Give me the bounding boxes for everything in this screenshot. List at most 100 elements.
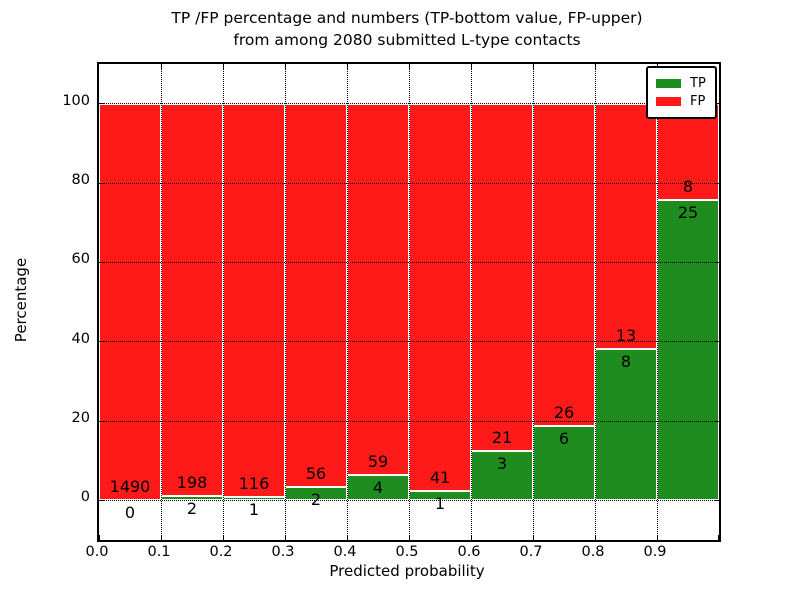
y-tick-label-80: 80 [71, 172, 90, 188]
y-tick-left [99, 499, 104, 501]
x-tick-label-0.5: 0.5 [395, 544, 419, 560]
x-tick-bottom [533, 535, 534, 540]
x-tick-label-0.7: 0.7 [519, 544, 543, 560]
gridline-x-0.5 [408, 64, 410, 540]
x-tick-top [533, 64, 534, 69]
x-tick-bottom [285, 535, 286, 540]
y-tick-label-40: 40 [71, 330, 90, 347]
y-tick-label-100: 100 [62, 92, 90, 109]
gridline-y-0 [99, 499, 719, 501]
fp-count-label-0.5: 41 [429, 467, 451, 487]
bar-fp-0.1 [161, 103, 223, 497]
gridline-y-40 [99, 341, 719, 343]
y-tick-right [714, 420, 719, 422]
chart-title-line2: from among 2080 submitted L-type contact… [233, 31, 581, 49]
fp-count-label-0.3: 56 [305, 463, 327, 483]
x-tick-label-0.3: 0.3 [271, 544, 295, 560]
tp-count-label-0.6: 3 [496, 453, 508, 473]
bar-tp-0.8 [595, 349, 657, 501]
x-tick-top [409, 64, 410, 69]
fp-count-label-0.4: 59 [367, 452, 389, 472]
y-axis-label: Percentage [12, 257, 30, 343]
x-axis-label: Predicted probability [329, 562, 485, 580]
chart-title-line1: TP /FP percentage and numbers (TP-bottom… [171, 9, 643, 27]
x-tick-bottom [595, 535, 596, 540]
tp-count-label-0.0: 0 [124, 503, 136, 523]
bar-fp-0.8 [595, 103, 657, 350]
fp-count-label-0.9: 8 [682, 176, 694, 196]
x-tick-bottom [657, 535, 658, 540]
x-tick-top [285, 64, 286, 69]
y-tick-right [714, 261, 719, 263]
gridline-x-0.4 [346, 64, 348, 540]
bar-tp-0.9 [657, 199, 719, 501]
x-tick-bottom [223, 535, 224, 540]
x-tick-top [347, 64, 348, 69]
bar-fp-0.2 [223, 103, 285, 497]
x-tick-label-0.6: 0.6 [457, 544, 481, 560]
bar-tp-0.6 [471, 450, 533, 501]
chart-title: TP /FP percentage and numbers (TP-bottom… [97, 7, 717, 51]
x-tick-bottom [99, 535, 100, 540]
x-tick-label-0.1: 0.1 [147, 544, 171, 560]
gridline-y-20 [99, 420, 719, 422]
fp-count-label-0.0: 1490 [109, 477, 151, 497]
y-tick-label-20: 20 [71, 410, 90, 426]
fp-count-label-0.8: 13 [615, 326, 637, 346]
gridline-x-0.3 [284, 64, 286, 540]
legend-label-fp: FP [690, 94, 706, 109]
tp-count-label-0.9: 25 [677, 202, 699, 222]
bar-fp-0.4 [347, 103, 409, 476]
y-tick-left [99, 182, 104, 184]
y-tick-left [99, 261, 104, 263]
legend-swatch-tp-icon [656, 79, 681, 88]
plot-area: 1490 0 198 2 116 1 56 2 59 4 41 1 21 3 26 6 13 8 8 25 [97, 62, 721, 542]
x-tick-bottom [718, 535, 719, 540]
tp-count-label-0.8: 8 [620, 352, 632, 372]
x-tick-label-0.4: 0.4 [333, 544, 357, 560]
legend-swatch-fp-icon [656, 97, 681, 106]
tp-count-label-0.1: 2 [186, 499, 198, 519]
y-tick-label-60: 60 [71, 251, 90, 268]
x-tick-bottom [471, 535, 472, 540]
gridline-x-0.7 [532, 64, 534, 540]
x-tick-label-0.2: 0.2 [209, 544, 233, 560]
gridline-y-80 [99, 182, 719, 184]
x-tick-top [161, 64, 162, 69]
x-tick-bottom [409, 535, 410, 540]
tp-count-label-0.5: 1 [434, 493, 446, 513]
fp-count-label-0.1: 198 [176, 473, 208, 493]
tp-count-label-0.3: 2 [310, 489, 322, 509]
x-tick-bottom [347, 535, 348, 540]
fp-count-label-0.2: 116 [238, 473, 270, 493]
tp-count-label-0.7: 6 [558, 428, 570, 448]
legend-label-tp: TP [690, 76, 706, 91]
y-tick-left [99, 420, 104, 422]
x-tick-top [223, 64, 224, 69]
gridline-x-0.8 [594, 64, 596, 540]
gridline-x-0.6 [470, 64, 472, 540]
x-tick-label-0.0: 0.0 [85, 544, 109, 560]
x-tick-top [595, 64, 596, 69]
y-tick-right [714, 341, 719, 343]
legend-item-fp: FP [656, 94, 706, 109]
y-tick-right [714, 499, 719, 501]
gridline-x-0.9 [656, 64, 658, 540]
y-tick-left [99, 103, 104, 105]
x-tick-label-0.8: 0.8 [581, 544, 605, 560]
bar-fp-0.0 [99, 103, 161, 501]
gridline-x-0.2 [222, 64, 224, 540]
fp-count-label-0.6: 21 [491, 427, 513, 447]
bar-fp-0.3 [285, 103, 347, 487]
y-tick-left [99, 341, 104, 343]
bar-fp-0.6 [471, 103, 533, 451]
x-tick-label-0.9: 0.9 [643, 544, 667, 560]
bar-fp-0.9 [657, 103, 719, 200]
bar-fp-0.7 [533, 103, 595, 426]
legend: TP FP [646, 66, 717, 119]
legend-item-tp: TP [656, 76, 706, 91]
gridline-x-0.1 [160, 64, 162, 540]
x-tick-bottom [161, 535, 162, 540]
y-tick-right [714, 182, 719, 184]
